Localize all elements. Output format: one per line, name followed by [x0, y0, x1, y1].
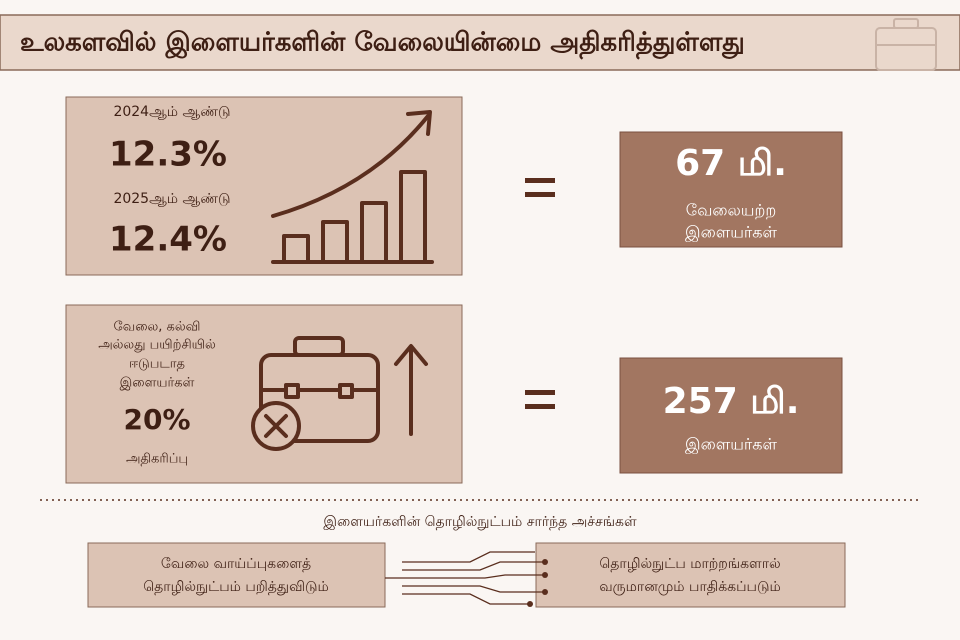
result-box — [619, 131, 843, 248]
fear-text: தொழில்நுட்ப மாற்றங்களால் — [599, 556, 780, 572]
circuit-dots — [527, 559, 548, 607]
neet-text: அல்லது பயிற்சியில் — [98, 338, 216, 353]
growth-icon — [271, 110, 434, 264]
neet-text: ஈடுபடாத — [129, 357, 185, 372]
neet-panel — [65, 304, 463, 484]
result-number: 67 மி. — [675, 143, 787, 184]
result-label: இளையர்கள் — [685, 435, 777, 455]
result-label: இளையர்கள் — [685, 223, 777, 243]
title-bar — [0, 14, 960, 71]
fear-box — [87, 542, 386, 608]
briefcase-icon — [875, 18, 937, 71]
neet-text: வேலை, கல்வி — [114, 320, 201, 335]
briefcase-cross-icon — [251, 336, 428, 451]
fear-text: வேலை வாய்ப்புகளைத் — [161, 556, 311, 572]
neet-text: இளையர்கள் — [120, 376, 195, 391]
equals-sign — [525, 178, 555, 197]
neet-increase-label: அதிகரிப்பு — [126, 452, 188, 467]
fear-text: தொழில்நுட்பம் பறித்துவிடும் — [143, 579, 329, 595]
circuit-lines — [385, 551, 545, 605]
section-heading: இளையர்களின் தொழில்நுட்பம் சார்ந்த அச்சங்… — [323, 514, 637, 530]
title: உலகளவில் இளையர்களின் வேலையின்மை அதிகரித்… — [20, 28, 745, 60]
fear-box — [535, 542, 846, 608]
equals-sign — [525, 390, 555, 409]
year-label: 2024ஆம் ஆண்டு — [113, 104, 230, 120]
rate-panel — [65, 96, 463, 276]
result-number: 257 மி. — [663, 381, 800, 422]
result-box — [619, 357, 843, 474]
rate-value: 12.4% — [109, 220, 227, 260]
neet-increase: 20% — [123, 403, 190, 436]
rate-value: 12.3% — [109, 135, 227, 175]
fear-text: வருமானமும் பாதிக்கப்படும் — [599, 579, 781, 595]
result-label: வேலையற்ற — [686, 201, 777, 220]
year-label: 2025ஆம் ஆண்டு — [113, 191, 230, 207]
